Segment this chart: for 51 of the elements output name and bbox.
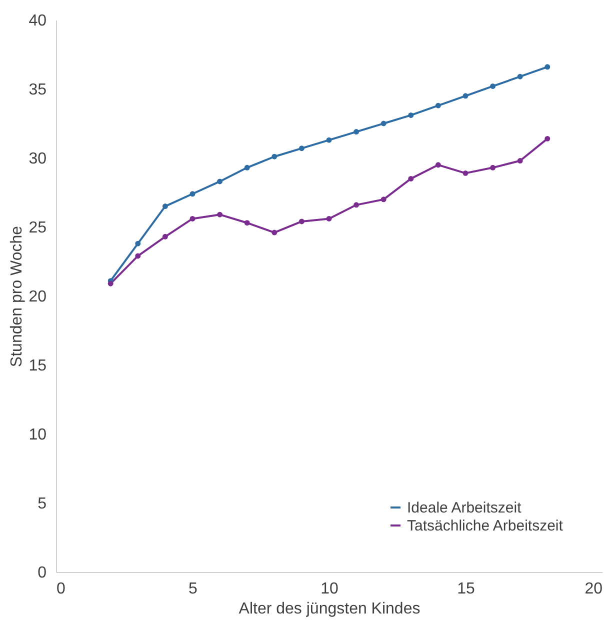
point (490, 164, 496, 170)
point (544, 136, 550, 142)
point (298, 146, 304, 152)
point (162, 234, 168, 240)
point (135, 253, 141, 259)
x-tick-label: 10 (320, 580, 338, 598)
point (108, 280, 114, 286)
point (244, 220, 250, 226)
x-tick-label: 5 (188, 580, 198, 598)
point (462, 93, 468, 99)
y-tick-label: 30 (28, 150, 47, 168)
point (354, 202, 360, 208)
point (490, 84, 496, 89)
point (354, 129, 360, 135)
y-tick-label: 40 (28, 12, 47, 30)
x-tick-label: 20 (584, 580, 603, 598)
point (435, 102, 441, 108)
point (326, 216, 332, 222)
legend-label: Ideale Arbeitszeit (407, 500, 522, 516)
x-axis-title: Alter des jüngsten Kindes (238, 600, 420, 618)
point (298, 218, 304, 224)
y-tick-label: 25 (28, 220, 47, 236)
point (408, 112, 414, 118)
point (190, 216, 196, 222)
point (326, 137, 332, 143)
y-tick-label: 20 (28, 288, 47, 306)
point (135, 240, 141, 246)
point (217, 178, 223, 184)
point (244, 164, 250, 170)
point (544, 64, 550, 70)
point (190, 191, 196, 197)
point (517, 74, 523, 80)
point (162, 204, 168, 210)
y-axis-title: Stunden pro Woche (8, 226, 26, 368)
y-tick-label: 10 (28, 426, 47, 444)
point (272, 154, 278, 160)
point (217, 212, 223, 218)
point (435, 162, 441, 168)
y-tick-label: 15 (28, 358, 47, 374)
point (408, 176, 414, 182)
legend-label: Tatsächliche Arbeitszeit (407, 518, 564, 534)
x-tick-label: 15 (457, 580, 475, 598)
point (380, 196, 386, 202)
y-tick-label: 35 (28, 82, 47, 98)
point (380, 120, 386, 126)
x-tick-label: 0 (56, 580, 66, 598)
y-tick-label: 0 (38, 564, 47, 582)
point (517, 158, 523, 164)
point (272, 230, 278, 236)
point (462, 170, 468, 176)
y-tick-label: 5 (38, 496, 47, 512)
